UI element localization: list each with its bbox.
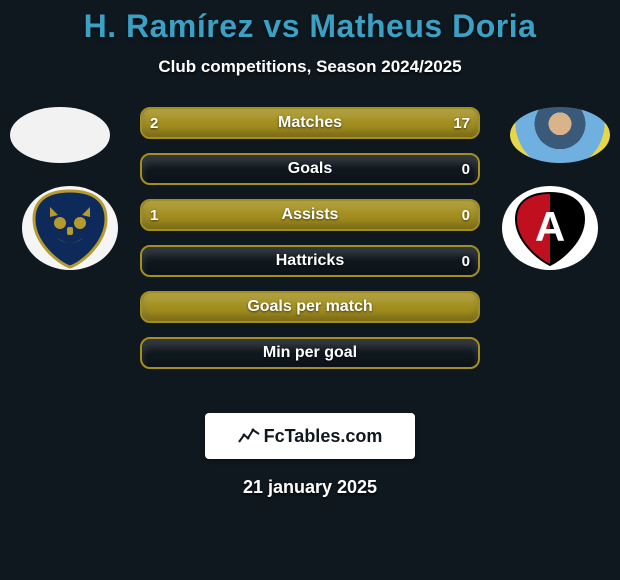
- stat-row: Assists1 0: [140, 199, 480, 231]
- stat-row: Min per goal: [140, 337, 480, 369]
- player-photo-right: [510, 107, 610, 163]
- date-text: 21 january 2025: [0, 477, 620, 498]
- club-logo-left: [20, 185, 120, 271]
- stat-value-right: 0: [454, 155, 478, 183]
- stat-value-right: 0: [454, 201, 478, 229]
- stat-value-left: 2: [142, 109, 166, 137]
- stat-row: Hattricks0: [140, 245, 480, 277]
- chart-icon: [238, 426, 260, 446]
- comparison-stage: A Matches217Goals0Assists10Hattricks0Goa…: [0, 107, 620, 407]
- watermark-text: FcTables.com: [264, 426, 383, 447]
- stat-row: Goals0: [140, 153, 480, 185]
- stat-value-right: 17: [445, 109, 478, 137]
- subtitle: Club competitions, Season 2024/2025: [0, 57, 620, 77]
- stat-bars: Matches217Goals0Assists10Hattricks0Goals…: [140, 107, 480, 383]
- stat-row: Goals per match: [140, 291, 480, 323]
- stat-label: Min per goal: [142, 339, 478, 367]
- stat-label: Goals per match: [142, 293, 478, 321]
- page-title: H. Ramírez vs Matheus Doria: [0, 0, 620, 45]
- stat-label: Matches: [142, 109, 478, 137]
- atlas-letter: A: [535, 203, 565, 250]
- club-logo-right: A: [500, 185, 600, 271]
- player-photo-left: [10, 107, 110, 163]
- watermark: FcTables.com: [205, 413, 415, 459]
- stat-row: Matches2 17: [140, 107, 480, 139]
- stat-value-right: 0: [454, 247, 478, 275]
- stat-label: Hattricks: [142, 247, 478, 275]
- stat-value-left: 1: [142, 201, 166, 229]
- stat-label: Assists: [142, 201, 478, 229]
- stat-label: Goals: [142, 155, 478, 183]
